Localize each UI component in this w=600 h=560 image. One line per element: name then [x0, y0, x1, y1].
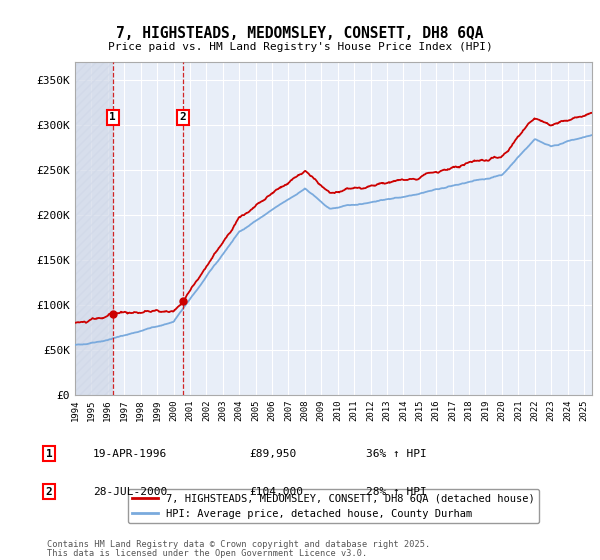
Bar	[75, 62, 113, 395]
Text: 7, HIGHSTEADS, MEDOMSLEY, CONSETT, DH8 6QA: 7, HIGHSTEADS, MEDOMSLEY, CONSETT, DH8 6…	[116, 26, 484, 41]
Text: £89,950: £89,950	[249, 449, 296, 459]
Legend: 7, HIGHSTEADS, MEDOMSLEY, CONSETT, DH8 6QA (detached house), HPI: Average price,: 7, HIGHSTEADS, MEDOMSLEY, CONSETT, DH8 6…	[128, 489, 539, 523]
Text: 2: 2	[179, 113, 186, 123]
Text: 28% ↑ HPI: 28% ↑ HPI	[366, 487, 427, 497]
Text: This data is licensed under the Open Government Licence v3.0.: This data is licensed under the Open Gov…	[47, 549, 367, 558]
Text: Price paid vs. HM Land Registry's House Price Index (HPI): Price paid vs. HM Land Registry's House …	[107, 42, 493, 52]
Text: 36% ↑ HPI: 36% ↑ HPI	[366, 449, 427, 459]
Text: 19-APR-1996: 19-APR-1996	[93, 449, 167, 459]
Text: £104,000: £104,000	[249, 487, 303, 497]
Text: Contains HM Land Registry data © Crown copyright and database right 2025.: Contains HM Land Registry data © Crown c…	[47, 540, 430, 549]
Text: 28-JUL-2000: 28-JUL-2000	[93, 487, 167, 497]
Point	[108, 309, 118, 318]
Text: 1: 1	[46, 449, 53, 459]
Text: 2: 2	[46, 487, 53, 497]
Text: 1: 1	[109, 113, 116, 123]
Point	[178, 297, 188, 306]
